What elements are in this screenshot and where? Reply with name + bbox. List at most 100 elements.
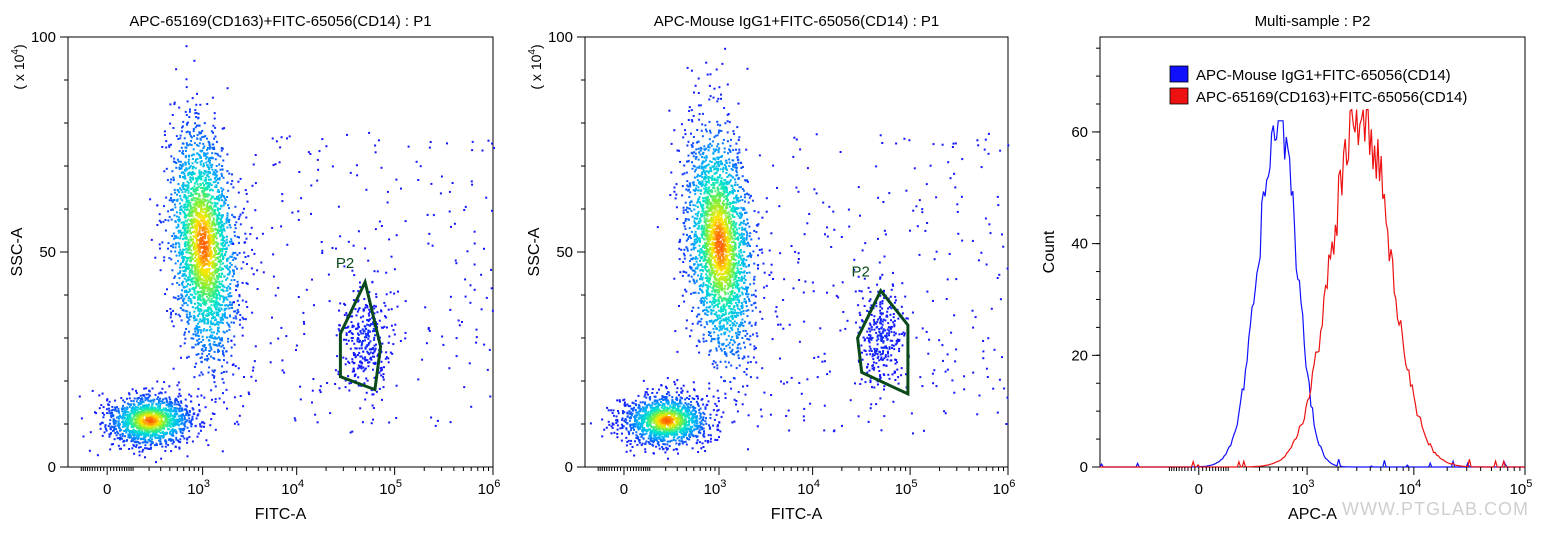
- data-point: [186, 215, 188, 217]
- data-point: [135, 441, 137, 443]
- data-point: [231, 321, 233, 323]
- data-point: [184, 342, 186, 344]
- data-point: [279, 161, 281, 163]
- data-point: [201, 220, 203, 222]
- data-point: [338, 310, 340, 312]
- data-point: [194, 161, 196, 163]
- data-point: [202, 313, 204, 315]
- data-point: [452, 182, 454, 184]
- data-point: [129, 406, 131, 408]
- data-point: [353, 368, 355, 370]
- data-point: [202, 330, 204, 332]
- data-point: [256, 269, 258, 271]
- data-point: [200, 299, 202, 301]
- data-point: [348, 382, 350, 384]
- data-point: [205, 233, 207, 235]
- data-point: [220, 205, 222, 207]
- data-point: [162, 428, 164, 430]
- data-point: [139, 426, 141, 428]
- data-point: [172, 114, 174, 116]
- data-point: [197, 213, 199, 215]
- data-point: [191, 155, 193, 157]
- data-point: [179, 203, 181, 205]
- data-point: [381, 399, 383, 401]
- data-point: [321, 138, 323, 140]
- data-point: [242, 261, 244, 263]
- data-point: [231, 180, 233, 182]
- data-point: [202, 165, 204, 167]
- data-point: [130, 400, 132, 402]
- data-point: [243, 318, 245, 320]
- data-point: [204, 153, 206, 155]
- data-point: [180, 161, 182, 163]
- data-point: [332, 247, 334, 249]
- data-point: [364, 247, 366, 249]
- data-point: [143, 438, 145, 440]
- data-point: [222, 296, 224, 298]
- data-point: [152, 408, 154, 410]
- data-point: [221, 273, 223, 275]
- data-point: [358, 230, 360, 232]
- data-point: [221, 244, 223, 246]
- data-point: [178, 242, 180, 244]
- data-point: [335, 248, 337, 250]
- data-point: [186, 316, 188, 318]
- data-point: [160, 421, 162, 423]
- data-point: [192, 306, 194, 308]
- data-point: [227, 215, 229, 217]
- data-point: [196, 274, 198, 276]
- data-point: [188, 186, 190, 188]
- data-point: [168, 242, 170, 244]
- data-point: [207, 320, 209, 322]
- data-point: [193, 60, 195, 62]
- data-point: [483, 344, 485, 346]
- data-point: [215, 283, 217, 285]
- data-point: [202, 268, 204, 270]
- data-point: [168, 146, 170, 148]
- data-point: [185, 155, 187, 157]
- data-point: [214, 118, 216, 120]
- data-point: [182, 182, 184, 184]
- data-point: [188, 116, 190, 118]
- data-point: [222, 237, 224, 239]
- data-point: [178, 161, 180, 163]
- data-point: [178, 230, 180, 232]
- data-point: [215, 398, 217, 400]
- data-point: [200, 258, 202, 260]
- data-point: [338, 206, 340, 208]
- data-point: [675, 443, 677, 445]
- data-point: [359, 356, 361, 358]
- data-point: [189, 276, 191, 278]
- data-point: [155, 461, 157, 463]
- data-point: [224, 230, 226, 232]
- data-point: [170, 144, 172, 146]
- data-point: [640, 401, 642, 403]
- data-point: [152, 399, 154, 401]
- data-point: [164, 293, 166, 295]
- data-point: [213, 138, 215, 140]
- data-point: [353, 352, 355, 354]
- data-point: [89, 450, 91, 452]
- data-point: [219, 298, 221, 300]
- data-point: [273, 276, 275, 278]
- data-point: [133, 436, 135, 438]
- data-point: [289, 135, 291, 137]
- data-point: [279, 146, 281, 148]
- data-point: [145, 394, 147, 396]
- data-point: [184, 194, 186, 196]
- data-point: [116, 417, 118, 419]
- data-point: [195, 255, 197, 257]
- data-point: [346, 332, 348, 334]
- data-point: [308, 151, 310, 153]
- data-point: [199, 279, 201, 281]
- data-point: [150, 421, 152, 423]
- data-point: [186, 311, 188, 313]
- data-point: [379, 320, 381, 322]
- data-point: [235, 315, 237, 317]
- data-point: [181, 130, 183, 132]
- data-point: [136, 392, 138, 394]
- data-point: [205, 162, 207, 164]
- data-point: [463, 386, 465, 388]
- data-point: [183, 428, 185, 430]
- data-point: [138, 432, 140, 434]
